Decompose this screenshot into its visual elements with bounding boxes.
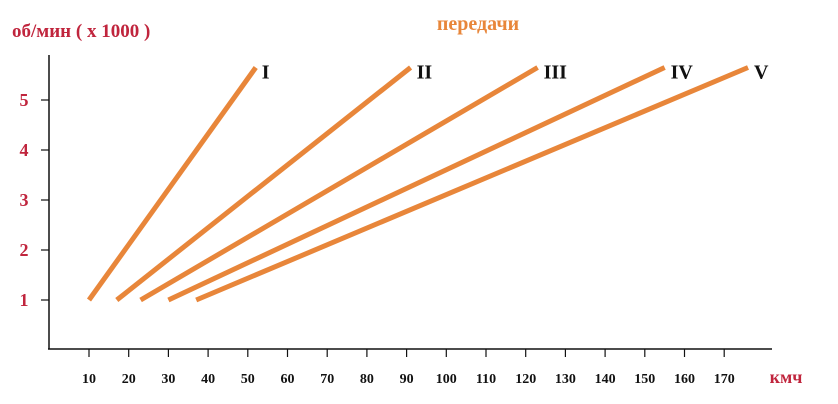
y-tick-label: 2 <box>20 240 29 260</box>
y-axis-label: об/мин ( x 1000 ) <box>12 21 150 42</box>
gear-line-II <box>115 65 413 302</box>
gear-line-IV <box>167 65 666 303</box>
x-axis-label: кмч <box>770 367 803 387</box>
y-tick-label: 5 <box>20 90 29 110</box>
x-tick-label: 50 <box>241 372 255 387</box>
x-tick-label: 170 <box>714 372 735 387</box>
x-tick-label: 20 <box>122 372 136 387</box>
x-tick-label: 30 <box>161 372 175 387</box>
gear-label-II: II <box>417 62 433 84</box>
gear-line-V <box>195 65 749 303</box>
gear-label-IV: IV <box>671 62 694 84</box>
y-tick-label: 4 <box>20 140 29 160</box>
gear-lines: I II III IV V <box>86 62 769 303</box>
chart-title: передачи <box>437 13 519 35</box>
gear-label-I: I <box>262 62 270 84</box>
gear-label-V: V <box>754 62 769 84</box>
x-tick-label: 140 <box>595 372 616 387</box>
x-ticks: 10 20 30 40 50 60 70 80 90 100 110 120 130 140 150 160 1… <box>82 349 735 387</box>
x-tick-label: 90 <box>400 372 414 387</box>
x-tick-label: 60 <box>281 372 295 387</box>
x-tick-label: 130 <box>555 372 576 387</box>
y-ticks: 1 2 3 4 5 <box>20 90 49 310</box>
gear-line-III <box>139 65 539 303</box>
x-tick-label: 120 <box>515 372 536 387</box>
x-tick-label: 10 <box>82 372 96 387</box>
x-tick-label: 110 <box>476 372 496 387</box>
x-tick-label: 40 <box>201 372 215 387</box>
x-tick-label: 70 <box>320 372 334 387</box>
y-tick-label: 1 <box>20 290 29 310</box>
x-tick-label: 160 <box>674 372 695 387</box>
gear-label-III: III <box>544 62 568 84</box>
x-tick-label: 150 <box>634 372 655 387</box>
y-tick-label: 3 <box>20 190 29 210</box>
x-tick-label: 100 <box>436 372 457 387</box>
x-tick-label: 80 <box>360 372 374 387</box>
gear-line-I <box>86 66 258 302</box>
